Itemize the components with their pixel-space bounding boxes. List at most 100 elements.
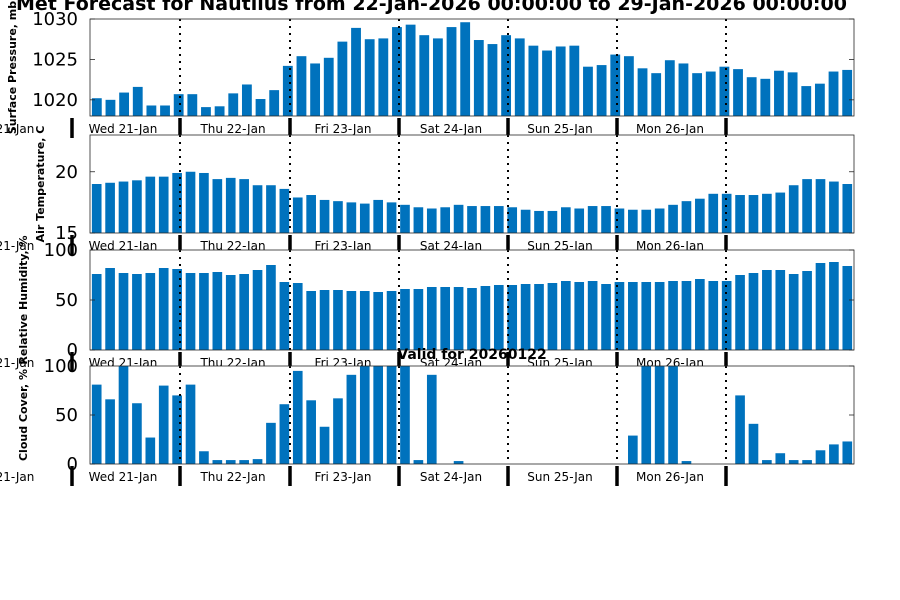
cloud-bar [802, 460, 812, 464]
temperature-bar [306, 195, 316, 233]
cloud-bar [185, 384, 196, 464]
pressure-bar [146, 105, 157, 116]
temperature-bar [413, 207, 424, 233]
humidity-bar [628, 282, 638, 350]
temperature-bar [373, 199, 383, 233]
cloud-bar [668, 366, 678, 464]
humidity-bar [386, 291, 397, 350]
pressure-bar [419, 35, 430, 116]
cloud-bar [292, 370, 303, 464]
humidity-ytick-label: 50 [55, 290, 78, 311]
humidity-bar [91, 274, 102, 350]
temperature-bar [172, 172, 182, 233]
cloud-bar [172, 395, 182, 464]
cloud-bar [426, 374, 437, 464]
humidity-bar [815, 263, 826, 350]
cloud-bar [319, 426, 330, 464]
humidity-bar [266, 265, 276, 350]
temperature-bar [561, 207, 571, 233]
cloud-bar [359, 366, 370, 464]
cloud-xtick-label: Wed 21-Jan [0, 470, 34, 484]
temperature-bar [601, 206, 611, 233]
pressure-bar [282, 65, 293, 116]
pressure-xtick-label: Fri 23-Jan [315, 122, 372, 136]
pressure-xtick-label: Wed 21-Jan [89, 122, 158, 136]
humidity-bar [373, 292, 383, 350]
temperature-bar [480, 206, 491, 233]
humidity-bar [668, 281, 678, 350]
pressure-bar [187, 94, 198, 116]
humidity-bar [252, 270, 263, 350]
humidity-bar [507, 285, 518, 350]
temperature-bar [252, 185, 263, 233]
humidity-bar [574, 282, 585, 350]
cloud-xtick-label: Thu 22-Jan [199, 470, 265, 484]
pressure-bar [719, 66, 730, 116]
cloud-bar [266, 422, 276, 464]
pressure-bar [378, 38, 389, 116]
humidity-bar [614, 282, 625, 350]
temperature-ylabel: Air Temperature, C [34, 126, 47, 243]
cloud-bar [400, 366, 410, 464]
pressure-bar [337, 41, 348, 116]
pressure-bar [392, 27, 402, 116]
temperature-bar [762, 193, 772, 233]
humidity-bar [681, 281, 692, 350]
humidity-bar [762, 270, 772, 350]
temperature-bar [426, 208, 437, 233]
cloud-xtick-label: Sat 24-Jan [420, 470, 482, 484]
cloud-bar [118, 366, 129, 464]
cloud-bar [829, 444, 839, 464]
cloud-bar [105, 399, 115, 464]
cloud-xtick-label: Fri 23-Jan [315, 470, 372, 484]
cloud-xtick-label: Sun 25-Jan [527, 470, 592, 484]
humidity-bar [212, 272, 223, 350]
humidity-ylabel: Relative Humidity, % [17, 235, 30, 364]
humidity-bar [453, 287, 464, 350]
pressure-bar [501, 35, 512, 116]
temperature-bar [681, 201, 692, 233]
pressure-bar [801, 86, 812, 116]
cloud-bar [762, 460, 772, 464]
pressure-bar [596, 65, 607, 116]
temperature-xtick-label: Sun 25-Jan [527, 239, 592, 253]
temperature-bar [279, 188, 290, 233]
humidity-bar [346, 291, 357, 350]
cloud-bar [815, 450, 826, 464]
pressure-bar [610, 54, 621, 116]
temperature-bar [628, 209, 638, 233]
cloud-bar [373, 366, 383, 464]
humidity-bar [105, 268, 115, 350]
pressure-bar [228, 93, 239, 116]
pressure-bar [555, 46, 566, 117]
humidity-bar [145, 273, 156, 350]
humidity-bar [654, 282, 665, 350]
cloud-bar [788, 460, 799, 464]
temperature-bar [199, 172, 209, 233]
temperature-xtick-label: Thu 22-Jan [199, 239, 265, 253]
temperature-bar [493, 206, 504, 233]
temperature-bar [453, 204, 464, 233]
cloud-bar [641, 366, 652, 464]
cloud-xtick-label: Mon 26-Jan [636, 470, 704, 484]
temperature-bar [641, 209, 652, 233]
pressure-bar [119, 92, 130, 116]
cloud-bar [239, 460, 249, 464]
temperature-bar [212, 179, 223, 233]
temperature-bar [400, 204, 410, 233]
humidity-bar [829, 262, 839, 350]
humidity-bar [400, 289, 410, 350]
pressure-bar [269, 90, 280, 116]
temperature-bar [359, 203, 370, 233]
humidity-bar [735, 275, 745, 350]
cloud-bar [628, 435, 638, 464]
humidity-bar [467, 288, 477, 350]
humidity-bar [132, 274, 142, 350]
humidity-ytick-label: 0 [67, 340, 78, 361]
cloud-bar [91, 384, 102, 464]
pressure-bar [132, 86, 143, 116]
cloud-title: Valid for 20260122 [397, 347, 546, 363]
pressure-xtick-label: Mon 26-Jan [636, 122, 704, 136]
temperature-bar [145, 176, 156, 233]
